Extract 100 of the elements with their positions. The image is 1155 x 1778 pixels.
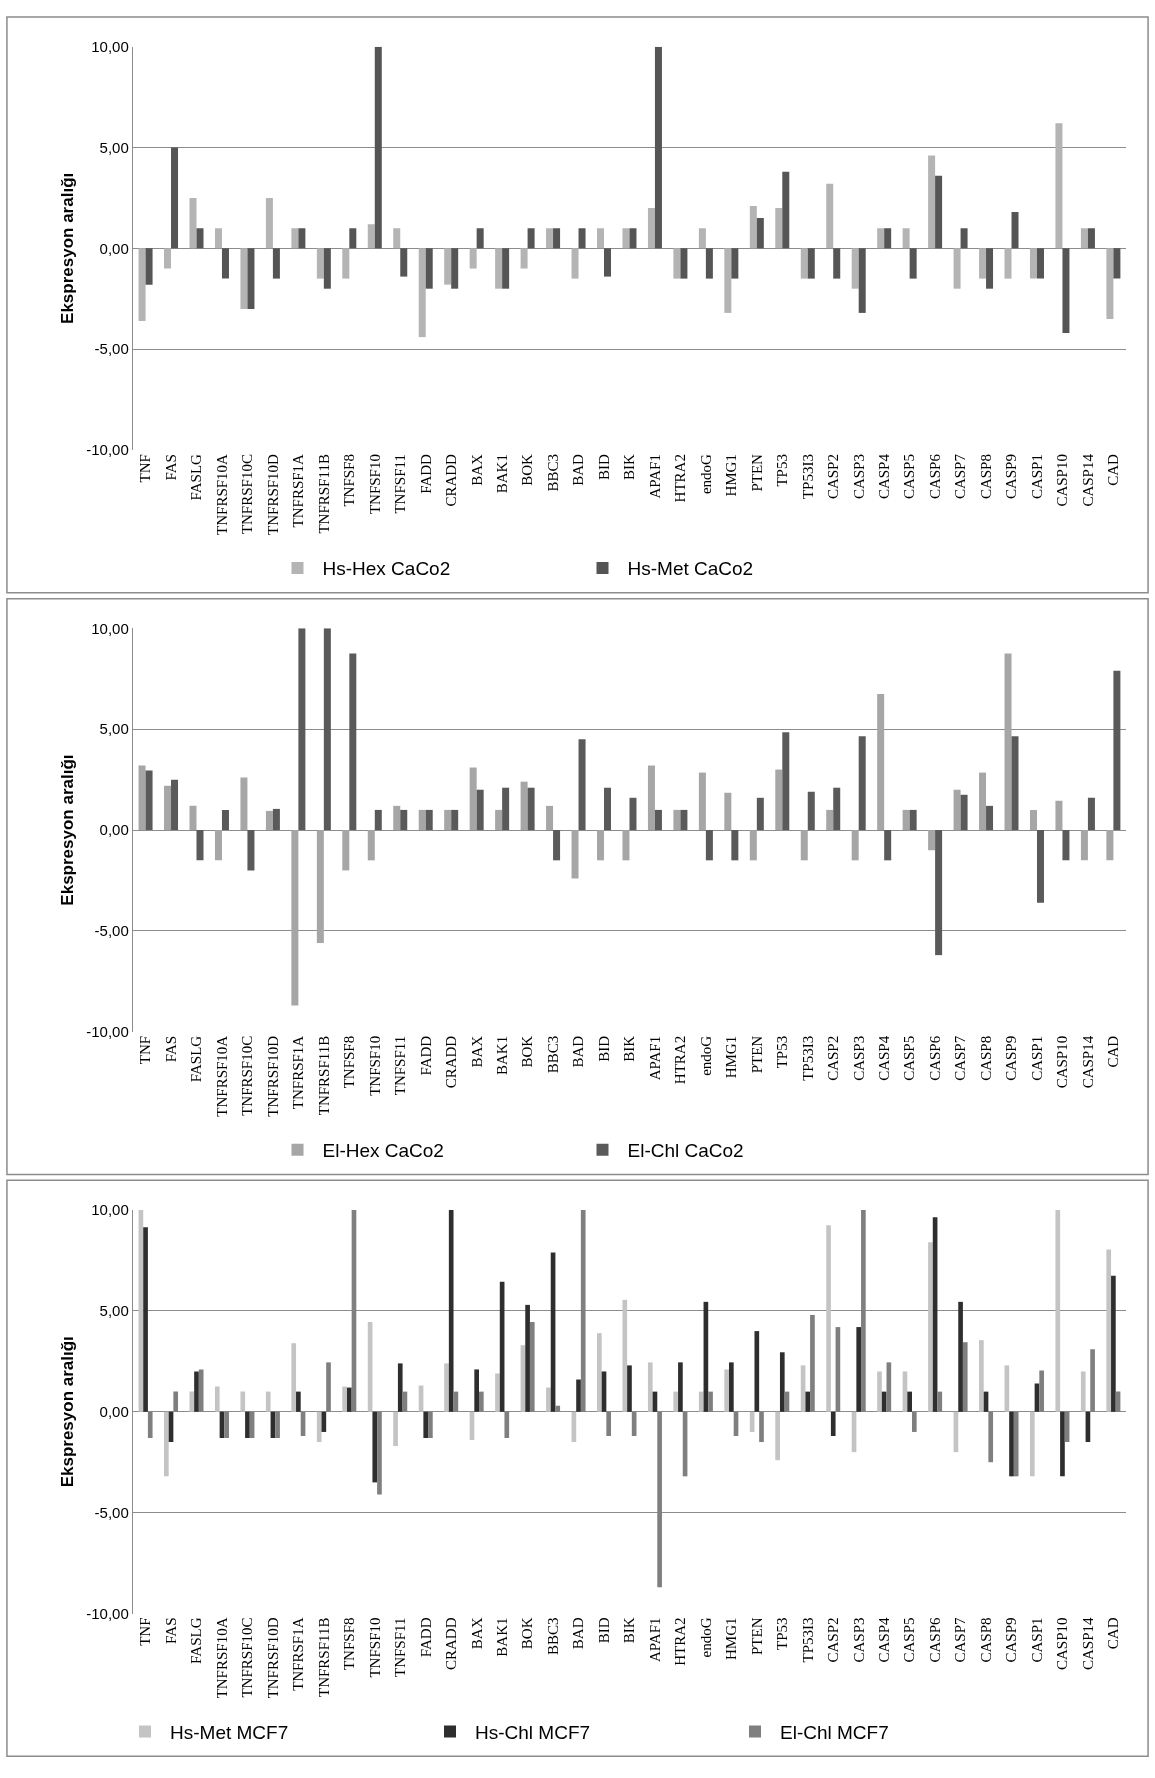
bar [502,248,510,289]
bar [291,1343,297,1412]
x-tick-label: TNFRSF10C [239,454,256,535]
bar [296,1391,301,1412]
bar [909,809,917,831]
y-tick-label: 5,00 [99,1302,129,1320]
x-tick-label: CASP14 [1079,1035,1096,1089]
bar [377,1411,382,1495]
bar [698,772,706,831]
legend-label: El-Hex CaCo2 [322,1140,444,1162]
bar [960,794,968,831]
bar [1106,1249,1112,1412]
x-tick-label: BOK [519,1617,536,1650]
x-tick-label: TNFSF11 [392,454,409,514]
bar [1011,212,1019,249]
x-tick-label: TNFRSF11B [315,1035,332,1116]
x-tick-label: CASP10 [1054,1617,1071,1671]
bar [147,1411,153,1439]
x-tick-label: CASP1 [1028,1035,1045,1081]
bar [247,248,255,309]
x-tick-label: CASP5 [901,1035,918,1081]
x-tick-label: CASP8 [977,1035,994,1081]
x-tick-label: HMG1 [723,1035,740,1079]
bar [444,1363,449,1412]
x-tick-label: CASP6 [926,1035,943,1081]
bar [759,1411,764,1443]
bar [527,787,535,831]
x-tick-label: CASP1 [1028,454,1045,500]
x-tick-label: BIK [621,1035,638,1062]
bar [393,228,401,249]
bar [374,809,382,831]
x-tick-label: BBC3 [544,454,561,492]
bar [708,1391,713,1412]
bar [851,830,859,861]
bar [316,1411,322,1443]
x-tick-label: TNFRSF10D [264,1035,281,1117]
bar [298,228,306,249]
bar [979,248,987,279]
bar [779,1352,785,1412]
bar [189,197,197,249]
bar [724,792,732,831]
bar [397,1363,403,1412]
bar [245,1411,250,1439]
bar [826,1225,831,1412]
bar [606,1411,611,1436]
bar [604,787,611,831]
bar [400,809,408,831]
x-tick-label: FADD [417,453,434,494]
bar [448,1210,454,1412]
bar [756,797,764,831]
bar [1090,1349,1095,1412]
x-tick-label: CASP14 [1079,1617,1096,1671]
bar [911,1411,917,1432]
x-tick-label: TNFSF10 [366,1035,383,1096]
x-tick-label: APAF1 [646,454,663,499]
x-tick-label: BOK [519,1035,536,1068]
bar [881,1391,887,1412]
bar [627,1365,632,1412]
x-tick-label: TP53I3 [799,1617,816,1663]
bar [367,830,375,861]
bar [214,830,222,861]
x-tick-label: CASP6 [926,1617,943,1663]
bar [221,248,229,279]
bar [678,1362,683,1412]
x-tick-label: TNFSF10 [366,1617,383,1678]
x-tick-label: BIK [621,453,638,480]
y-tick-label: 10,00 [91,1201,129,1219]
bar [240,777,248,831]
x-tick-label: TNFSF8 [341,1617,358,1671]
x-tick-label: endoG [697,1035,714,1076]
x-tick-label: TNFRSF10A [213,453,230,535]
bar [907,1391,912,1412]
bar [1009,1411,1014,1477]
bar [367,224,375,249]
bar [553,228,561,249]
x-tick-label: TP53 [774,454,791,487]
bar [291,830,299,1006]
bar [194,1371,199,1412]
bar [756,218,764,249]
x-tick-label: BBC3 [544,1035,561,1074]
bar [451,809,459,831]
bar [1111,1275,1116,1412]
bar [680,248,688,279]
x-tick-label: CASP4 [876,1035,893,1081]
y-axis-title: Ekspresyon aralığı [57,754,77,906]
bar [214,228,222,249]
bar [800,830,808,861]
bar [775,1411,780,1461]
bar [724,1369,730,1412]
y-tick-label: -5,00 [94,340,129,358]
x-tick-label: HTRA2 [672,1617,689,1666]
bar [474,1369,479,1412]
bar [1087,797,1095,831]
x-tick-label: TNF [137,1617,154,1646]
bar [597,830,604,861]
x-tick-label: FASLG [188,1035,205,1083]
x-tick-label: TP53 [774,1035,791,1069]
bar [196,830,204,861]
x-tick-label: TNFRSF10D [264,1617,281,1699]
bar [909,248,917,279]
